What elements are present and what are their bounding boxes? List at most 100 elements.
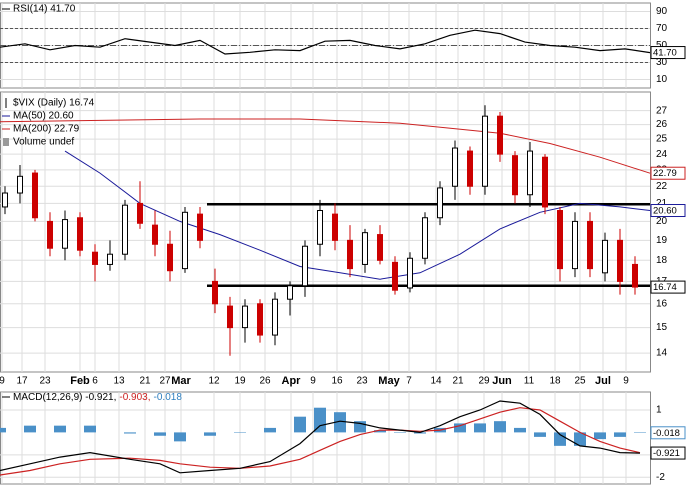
moving-average <box>0 118 651 174</box>
histogram-bar <box>514 427 526 433</box>
legend-label: MACD(12,26,9) -0.921, -0.903, -0.018 <box>13 392 182 403</box>
histogram-bar <box>174 432 186 442</box>
candle-body <box>77 217 83 251</box>
legend-part: -0.018 <box>154 392 183 403</box>
x-tick-label: Mar <box>171 375 191 387</box>
candle-body <box>242 305 248 329</box>
histogram-bar <box>124 432 136 434</box>
histogram-bar <box>84 425 96 433</box>
candle-body <box>107 253 113 265</box>
candle-body <box>32 172 38 219</box>
legend-label: $VIX (Daily) 16.74 <box>13 98 95 109</box>
histogram-bar <box>574 432 586 446</box>
candle-body <box>92 251 98 265</box>
candle-body <box>317 210 323 245</box>
x-tick-label: 19 <box>234 376 246 387</box>
y-tick-label: 26 <box>656 119 668 130</box>
candle-body <box>152 224 158 245</box>
legend-part: MACD(12,26,9) -0.921, <box>13 392 116 403</box>
x-tick-label: Feb <box>70 375 90 387</box>
candle-body <box>407 257 413 289</box>
candle-body <box>2 192 8 208</box>
y-tick-label: 22 <box>656 181 668 192</box>
value-box <box>650 46 686 60</box>
candle-body <box>182 211 188 270</box>
candle-body <box>212 280 218 305</box>
value-box-label: -0.018 <box>653 428 680 439</box>
histogram-bar <box>474 423 486 433</box>
x-tick-label: 27 <box>159 376 171 387</box>
x-tick-label: 21 <box>452 376 464 387</box>
x-tick-label: 9 <box>623 376 629 387</box>
candle-body <box>512 155 518 196</box>
y-tick-label: 18 <box>656 255 668 266</box>
y-tick-label: 1 <box>656 405 662 416</box>
histogram-bar <box>314 407 326 433</box>
candle-body <box>47 220 53 249</box>
x-tick-label: 9 <box>0 376 5 387</box>
legend-label: MA(50) 20.60 <box>13 111 74 122</box>
candle-body <box>167 243 173 272</box>
histogram-bar <box>294 416 306 433</box>
x-tick-label: May <box>378 375 400 387</box>
candle-body <box>122 204 128 255</box>
candle-body <box>257 303 263 336</box>
candle-body <box>287 285 293 300</box>
y-tick-label: 30 <box>656 57 668 68</box>
x-tick-label: 23 <box>356 376 368 387</box>
y-tick-label: 25 <box>656 134 668 145</box>
candle-body <box>377 234 383 261</box>
x-tick-label: 16 <box>331 376 343 387</box>
histogram-bar <box>0 427 6 433</box>
histogram-bar <box>454 423 466 433</box>
legend-part: -0.903, <box>119 392 150 403</box>
y-tick-label: 14 <box>656 348 668 359</box>
y-tick-label: 21 <box>656 198 668 209</box>
candle-body <box>347 239 353 270</box>
histogram-bar <box>264 427 276 433</box>
y-tick-label: 27 <box>656 105 668 116</box>
y-tick-label: 70 <box>656 23 668 34</box>
series-line <box>0 400 641 474</box>
x-tick-label: 26 <box>259 376 271 387</box>
candle-body <box>572 220 578 270</box>
candle-body <box>452 147 458 187</box>
x-tick-label: 9 <box>310 376 316 387</box>
histogram-bar <box>24 425 36 433</box>
x-tick-label: 13 <box>113 376 125 387</box>
value-box-label: 41.70 <box>653 48 677 59</box>
legend-label: Volume undef <box>13 137 74 148</box>
x-tick-label: 17 <box>16 376 28 387</box>
histogram-bar <box>154 432 166 436</box>
y-tick-label: 15 <box>656 322 668 333</box>
y-tick-label: -2 <box>656 472 665 483</box>
y-tick-label: 50 <box>656 40 668 51</box>
candle-body <box>422 217 428 259</box>
histogram-bar <box>534 432 546 437</box>
candle-body <box>302 245 308 287</box>
histogram-bar <box>234 432 246 433</box>
panel <box>0 91 651 373</box>
candle-body <box>527 150 533 196</box>
candle-body <box>632 263 638 288</box>
x-tick-label: 12 <box>208 376 220 387</box>
y-tick-label: 24 <box>656 149 668 160</box>
x-tick-label: Apr <box>282 375 302 387</box>
value-box <box>650 426 686 440</box>
histogram-bar <box>374 430 386 433</box>
x-tick-label: 23 <box>39 376 51 387</box>
histogram-bar <box>594 432 606 440</box>
candle-body <box>227 305 233 329</box>
value-box-label: -0.921 <box>653 448 680 459</box>
legend-icon <box>3 138 9 146</box>
y-tick-label: 19 <box>656 235 668 246</box>
y-tick-label: 16 <box>656 298 668 309</box>
candle-body <box>467 150 473 187</box>
series-line <box>0 29 651 55</box>
candle-body <box>197 213 203 241</box>
value-box <box>650 446 686 460</box>
value-box-label: 22.79 <box>653 168 677 179</box>
x-tick-label: 29 <box>478 376 490 387</box>
candle-body <box>392 261 398 291</box>
